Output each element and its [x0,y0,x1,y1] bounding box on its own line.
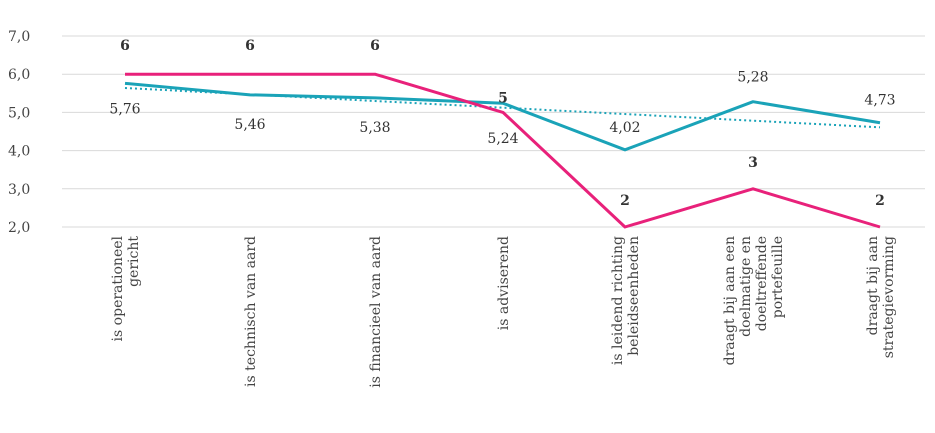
data-label: 5,76 [109,101,140,117]
series-lines [124,72,881,229]
y-tick-label: 7,0 [8,29,30,45]
data-label: 2 [875,193,885,209]
y-tick-label: 3,0 [8,182,30,198]
category-label: draagt bij aanstrategievorming [865,236,897,358]
category-label-line: doeltreffende [754,236,770,331]
category-label-line: draagt bij aan een [722,236,738,365]
category-label-line: is technisch van aard [243,236,259,387]
data-label: 4,73 [864,93,895,109]
category-label: is leidend richtingbeleidseenheden [610,236,642,365]
category-label-line: beleidseenheden [626,236,642,356]
data-label: 5,46 [234,117,265,133]
series-line-pink [125,72,881,229]
data-label: 5,24 [487,131,518,147]
category-label: is technisch van aard [243,236,259,387]
data-labels: 6 6 6 5 2 3 2 5,76 5,46 5,38 5,24 4,02 5,28 4,73 [109,38,895,209]
series-line-blue [124,81,881,152]
category-label-line: is financieel van aard [368,236,384,388]
data-label: 4,02 [609,120,640,136]
category-label: draagt bij aan eendoelmatige endoeltreff… [722,236,786,365]
category-label: is adviserend [496,236,512,330]
data-label: 6 [120,38,130,54]
data-label: 6 [245,38,255,54]
category-label-line: is operationeel [110,235,126,341]
category-label-line: doelmatige en [738,236,754,337]
data-label: 5 [498,90,508,106]
y-tick-label: 6,0 [8,67,30,83]
category-label-line: is leidend richting [610,236,626,365]
category-labels: is operationeelgericht is technisch van a… [110,235,897,387]
data-label: 5,38 [359,120,390,136]
category-label: is financieel van aard [368,236,384,388]
category-label-line: draagt bij aan [865,236,881,335]
y-axis-ticks: 2,0 3,0 4,0 5,0 6,0 7,0 [8,29,30,236]
y-tick-label: 5,0 [8,105,30,121]
category-label-line: is adviserend [496,236,512,330]
data-label: 3 [748,155,758,171]
y-tick-label: 4,0 [8,144,30,160]
y-tick-label: 2,0 [8,220,30,236]
category-label-line: gericht [126,236,142,287]
category-label-line: strategievorming [881,236,897,358]
data-label: 6 [370,38,380,54]
category-label-line: portefeuille [770,236,786,318]
category-label: is operationeelgericht [110,235,142,341]
data-label: 5,28 [737,70,768,86]
data-label: 2 [620,193,630,209]
